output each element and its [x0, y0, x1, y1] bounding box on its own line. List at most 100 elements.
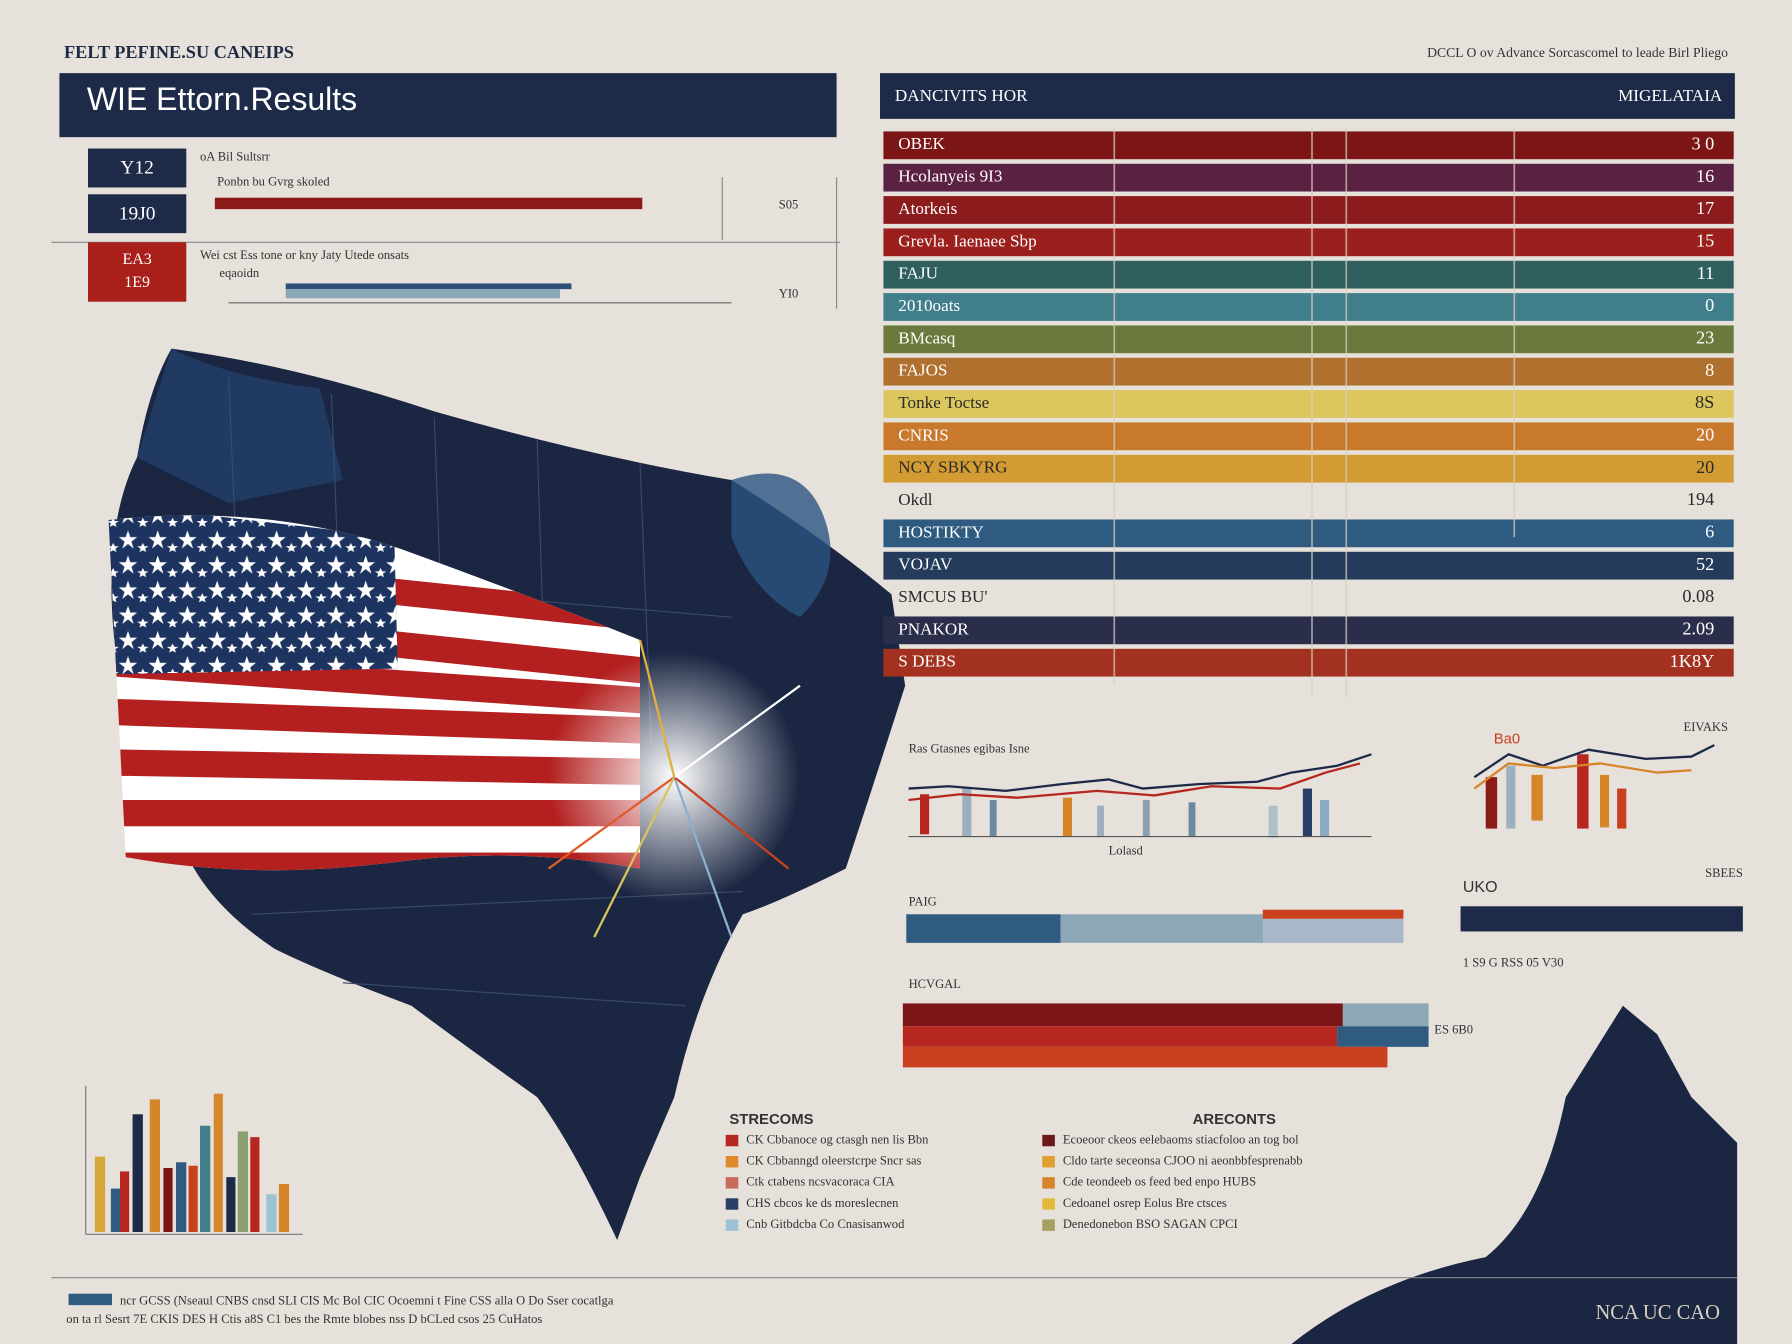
- rank-label: FAJU: [898, 264, 938, 283]
- legend-text: Ctk ctabens ncsvacoraca CIA: [746, 1175, 894, 1189]
- rank-header-bar: [880, 73, 1735, 119]
- badge: [88, 194, 187, 234]
- title: WIE Ettorn.Results: [87, 81, 357, 117]
- legends: STRECOMS CK Cbbanoce og ctasgh nen lis Bb…: [725, 1112, 1303, 1231]
- legend-swatch: [725, 1219, 739, 1231]
- hbar-segment: [1337, 1026, 1429, 1047]
- rank-label: Hcolanyeis 9I3: [898, 167, 1002, 186]
- rank-bar: [883, 325, 1734, 354]
- rank-bar: [883, 260, 1734, 289]
- hbar-segment: [902, 1046, 1388, 1068]
- axis-caption: 1 S9 G RSS 05 V30: [1463, 955, 1564, 969]
- legend-text: CK Cbbanngd oleerstcrpe Sncr sas: [746, 1154, 921, 1168]
- rank-bar: [883, 551, 1734, 580]
- panel-caption: EIVAKS: [1684, 720, 1728, 734]
- rank-label: Grevla. Iaenaee Sbp: [898, 231, 1036, 250]
- rank-label: NCY SBKYRG: [898, 458, 1007, 477]
- hbar-segment: [1060, 914, 1267, 943]
- rank-bar: [883, 454, 1734, 483]
- rank-bar: [883, 293, 1734, 321]
- hbar-segment: [1342, 1003, 1429, 1027]
- hbar-segment: [1262, 918, 1404, 943]
- map-fragment: [1291, 1005, 1738, 1344]
- legend-text: Cnb Gitbdcba Co Cnasisanwod: [746, 1217, 905, 1231]
- rank-value: 6: [1705, 522, 1714, 542]
- rank-value: 11: [1697, 263, 1715, 283]
- mini-bars: [908, 753, 1372, 838]
- corner-chart: [85, 1085, 303, 1235]
- rank-bar: [883, 648, 1734, 677]
- rank-label: Okdl: [898, 490, 932, 509]
- rank-value: 52: [1696, 554, 1714, 574]
- legend-swatch: [1042, 1134, 1055, 1147]
- rank-value: 8: [1705, 360, 1714, 380]
- rank-bar: [883, 131, 1734, 160]
- bar-caption: UKO: [1463, 879, 1498, 896]
- rank-header-right: MIGELATAIA: [1618, 86, 1723, 105]
- legend-swatch: [725, 1134, 739, 1147]
- rank-value: 23: [1696, 328, 1714, 348]
- map-region: [731, 473, 831, 618]
- rank-label: 2010oats: [898, 296, 960, 315]
- rank-label: OBEK: [898, 134, 945, 153]
- legend-swatch: [1042, 1177, 1055, 1189]
- rank-header-left: DANCIVITS HOR: [895, 86, 1028, 105]
- hbar-segment: [902, 1026, 1338, 1047]
- rank-bar: [883, 616, 1734, 645]
- rank-label: CNRIS: [898, 425, 948, 444]
- rank-bar: [883, 519, 1734, 548]
- bar-note: ES 6B0: [1434, 1023, 1473, 1037]
- rank-value: 20: [1696, 425, 1714, 445]
- ranking-rows: OBEK 3 0 Hcolanyeis 9I3 16 Atorkeis 17 Grevla.…: [883, 131, 1734, 677]
- badge-text: 19J0: [119, 203, 156, 224]
- row-guides: [1113, 128, 1516, 698]
- rank-value: 20: [1696, 457, 1714, 477]
- rank-value: 17: [1696, 198, 1714, 218]
- rank-label: FAJOS: [898, 361, 947, 380]
- footer-mark: NCA UC CAO: [1595, 1302, 1720, 1324]
- rank-bar: [883, 196, 1734, 224]
- side-value: S05: [779, 198, 799, 212]
- rank-value: 2.09: [1682, 619, 1714, 639]
- legend-text: CHS cbcos ke ds moreslecnen: [746, 1196, 899, 1210]
- legend-text: Ecoeoor ckeos eelebaoms stiacfoloo an to…: [1063, 1132, 1299, 1146]
- rank-bar: [883, 422, 1734, 451]
- hbar-segment: [906, 914, 1061, 943]
- badge: [88, 242, 187, 302]
- rank-value: 15: [1696, 231, 1714, 251]
- rank-label: Atorkeis: [898, 199, 957, 218]
- summary-label: Wei cst Ess tone or kny Jaty Utede onsat…: [200, 248, 409, 262]
- hbar-segment: [1460, 906, 1743, 932]
- legend-title: ARECONTS: [1193, 1112, 1276, 1128]
- summary-label: oA Bil Sultsrr: [200, 150, 271, 164]
- side-value: YI0: [779, 287, 799, 301]
- rank-bar: [883, 228, 1734, 257]
- flag: [108, 515, 640, 871]
- rank-label: SMCUS BU': [898, 587, 987, 606]
- legend-title: STRECOMS: [729, 1112, 813, 1128]
- rank-value: 16: [1696, 166, 1714, 186]
- legend-text: Cedoanel osrep Eolus Bre ctsces: [1063, 1196, 1227, 1210]
- rank-label: VOJAV: [898, 555, 953, 574]
- legend-text: CK Cbbanoce og ctasgh nen lis Bbn: [746, 1132, 929, 1146]
- legend-text: Denedonebon BSO SAGAN CPCI: [1063, 1217, 1238, 1231]
- rank-value: 8S: [1695, 392, 1714, 412]
- burst-rays: [547, 639, 801, 938]
- rank-value: 0.08: [1682, 586, 1714, 606]
- badge-text: EA3: [122, 251, 151, 268]
- footer-text: on ta rl Sesrt 7E CKIS DES H Ctis a8S C1…: [66, 1312, 542, 1326]
- rank-value: 1K8Y: [1670, 651, 1715, 671]
- rank-label: HOSTIKTY: [898, 522, 984, 541]
- rank-value: 194: [1687, 489, 1714, 509]
- legend-swatch: [725, 1156, 739, 1168]
- footer-text: ncr GCSS (Nseaul CNBS cnsd SLI CIS Mc Bo…: [120, 1294, 614, 1308]
- hbar-segment: [902, 1003, 1343, 1027]
- badge: [88, 148, 187, 188]
- legend-text: Cldo tarte seceonsa CJOO ni aeonbbfespre…: [1063, 1154, 1303, 1168]
- rank-bar: [883, 357, 1734, 386]
- bar-caption: HCVGAL: [909, 977, 961, 991]
- rank-bar: [883, 390, 1734, 418]
- legend-text: Cde teondeeb os feed bed enpo HUBS: [1063, 1175, 1256, 1189]
